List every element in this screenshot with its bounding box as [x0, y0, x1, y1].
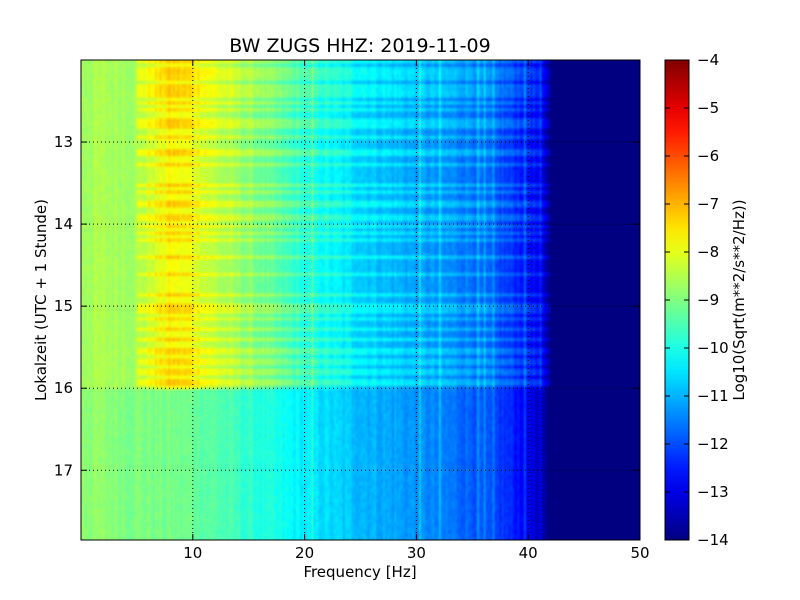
y-tick-label: 14 [54, 215, 73, 233]
colorbar-tick-label: −13 [697, 483, 729, 501]
y-tick-label: 13 [54, 133, 73, 151]
colorbar-tick-label: −8 [697, 243, 719, 261]
colorbar-tick-label: −7 [697, 195, 719, 213]
colorbar-tick-label: −14 [697, 531, 729, 549]
plot-frame [80, 59, 641, 541]
x-tick-label: 40 [519, 544, 538, 562]
colorbar-tick-label: −12 [697, 435, 729, 453]
colorbar-tick-label: −11 [697, 387, 729, 405]
x-tick-label: 10 [183, 544, 202, 562]
x-tick-label: 50 [630, 544, 649, 562]
spectrogram-raster [81, 60, 640, 540]
colorbar-tick-label: −5 [697, 99, 719, 117]
colorbar-label: Log10(Sqrt(m**2/s**2/Hz)) [730, 199, 748, 400]
y-axis-ticks: 13 14 15 16 17 [54, 133, 640, 479]
colorbar-tick-label: −9 [697, 291, 719, 309]
x-tick-label: 30 [407, 544, 426, 562]
plot-area [81, 60, 640, 540]
y-tick-label: 17 [54, 461, 73, 479]
colorbar-tick-label: −6 [697, 147, 719, 165]
y-tick-label: 15 [54, 297, 73, 315]
x-tick-label: 20 [295, 544, 314, 562]
y-axis-label: Lokalzeit (UTC + 1 Stunde) [32, 199, 50, 401]
grid [81, 60, 640, 540]
chart-title: BW ZUGS HHZ: 2019-11-09 [229, 35, 490, 57]
x-axis-label: Frequency [Hz] [303, 563, 416, 581]
colorbar-tick-label: −4 [697, 51, 719, 69]
y-tick-label: 16 [54, 379, 73, 397]
colorbar-ticks: −14 −13 −12 −11 −10 −9 −8 −7 −6 −5 −4 [665, 51, 729, 549]
x-axis-ticks: 10 20 30 40 50 [183, 60, 650, 562]
colorbar-tick-label: −10 [697, 339, 729, 357]
